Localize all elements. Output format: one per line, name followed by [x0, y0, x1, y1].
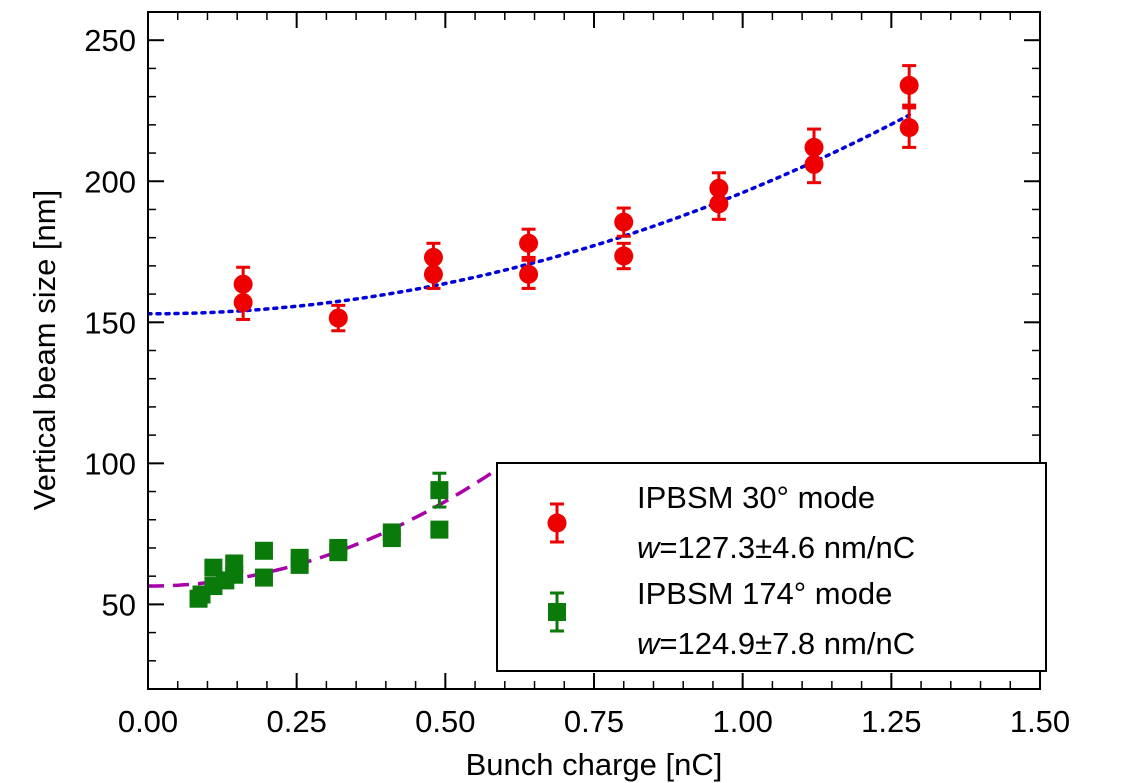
tick-labels: 0.00 0.25 0.50 0.75 1.00 1.25 1.50 50 100 150 200 2… [84, 23, 1070, 739]
legend-fit-label-series-2: w=124.9±7.8 nm/nC [637, 626, 915, 661]
data-point-series-1 [614, 212, 634, 232]
y-tick-label: 200 [84, 164, 136, 199]
legend-fit-symbol-series-2: w [637, 626, 662, 661]
legend-box [496, 462, 1047, 672]
legend-fit-symbol-series-1: w [637, 530, 662, 565]
y-tick-label: 250 [84, 23, 136, 58]
data-point-series-1 [899, 118, 919, 138]
legend-fit-label-series-1: w=127.3±4.6 nm/nC [637, 530, 915, 565]
legend: IPBSM 30° mode w=127.3±4.6 nm/nC IPBSM 1… [496, 462, 1047, 672]
legend-marker-series-1 [547, 513, 567, 533]
data-point-series-1 [899, 75, 919, 95]
y-tick-label: 50 [102, 587, 136, 622]
x-tick-label: 0.25 [266, 704, 326, 739]
data-point-series-2 [225, 565, 244, 584]
legend-label-series-1: IPBSM 30° mode [637, 480, 875, 515]
x-axis-title: Bunch charge [nC] [466, 747, 723, 782]
legend-marker-series-2 [548, 603, 566, 621]
data-point-series-2 [254, 541, 273, 560]
x-tick-label: 0.75 [564, 704, 624, 739]
data-point-series-1 [804, 154, 824, 174]
data-point-series-2 [430, 520, 449, 539]
legend-fit-value-series-2: =124.9±7.8 nm/nC [659, 626, 915, 661]
data-point-series-1 [709, 194, 729, 214]
y-tick-label: 150 [84, 305, 136, 340]
data-point-series-2 [329, 543, 348, 562]
data-point-series-1 [423, 247, 443, 267]
axis-ticks [147, 11, 1041, 689]
y-axis-title: Vertical beam size [nm] [27, 190, 62, 510]
data-point-series-1 [519, 233, 539, 253]
x-tick-label: 0.50 [415, 704, 475, 739]
data-point-series-2 [254, 568, 273, 587]
data-point-series-1 [328, 308, 348, 328]
fit-curve-series-1 [148, 113, 911, 316]
y-tick-label: 100 [84, 446, 136, 481]
data-point-series-1 [519, 264, 539, 284]
x-tick-label: 0.00 [118, 704, 178, 739]
data-point-series-1 [614, 246, 634, 266]
legend-fit-value-series-1: =127.3±4.6 nm/nC [659, 530, 915, 565]
data-point-series-2 [382, 529, 401, 548]
x-tick-label: 1.25 [861, 704, 921, 739]
x-tick-label: 1.00 [712, 704, 772, 739]
data-point-series-2 [290, 555, 309, 574]
legend-markers [547, 502, 567, 633]
data-point-series-1 [233, 293, 253, 313]
x-tick-label: 1.50 [1010, 704, 1070, 739]
data-point-series-1 [423, 264, 443, 284]
data-points [189, 64, 919, 608]
data-point-series-2 [430, 481, 449, 500]
legend-label-series-2: IPBSM 174° mode [637, 576, 892, 611]
